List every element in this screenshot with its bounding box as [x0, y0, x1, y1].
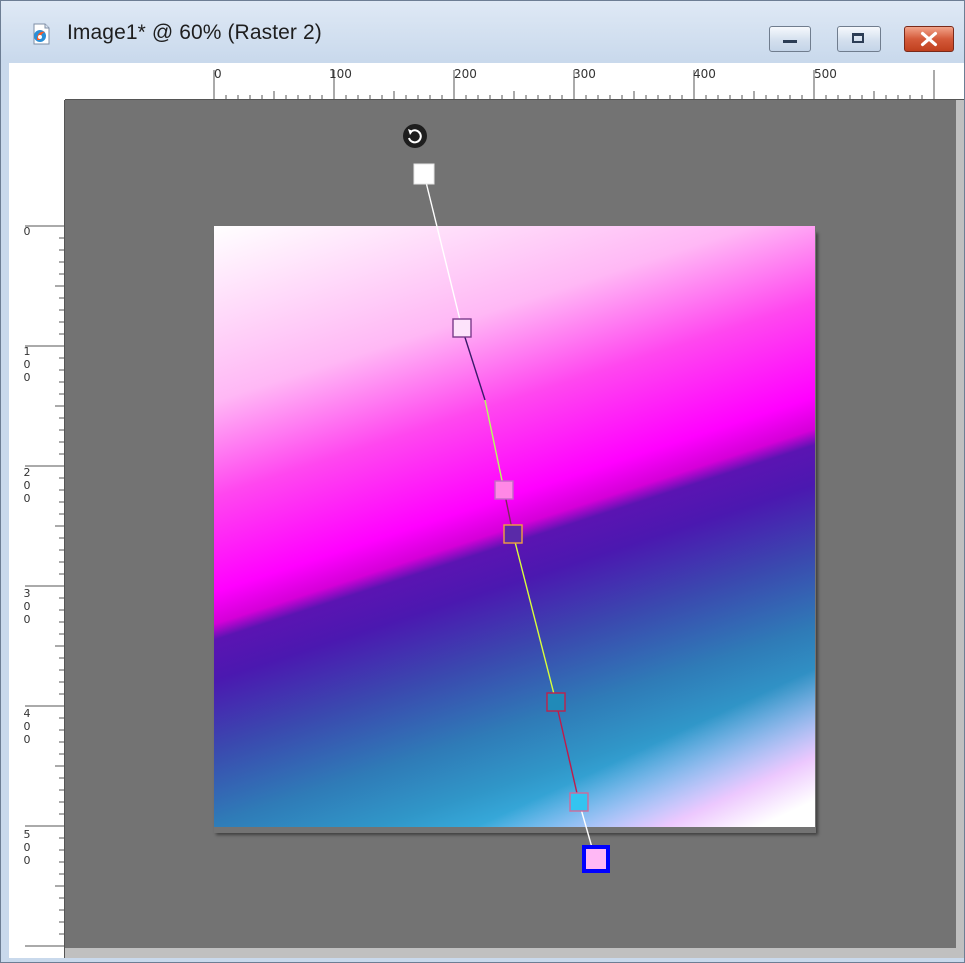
ruler-label: 400 — [693, 67, 716, 81]
ruler-label: 300 — [573, 67, 596, 81]
horizontal-ruler-ticks — [65, 70, 964, 100]
gradient-stop-handle[interactable] — [546, 692, 566, 712]
ruler-label: 100 — [329, 67, 352, 81]
minimize-button[interactable] — [769, 26, 811, 52]
gradient-start-handle[interactable] — [413, 163, 435, 185]
gradient-stop-handle[interactable] — [494, 480, 514, 500]
gradient-stop-handle[interactable] — [569, 792, 589, 812]
close-icon — [920, 31, 938, 47]
vertical-ruler-ticks — [25, 100, 65, 958]
paintshop-pro-icon — [33, 23, 50, 45]
maximize-icon — [852, 33, 864, 43]
horizontal-ruler[interactable]: 0 100 200 300 400 500 — [65, 63, 964, 100]
gradient-direction-line — [423, 173, 596, 859]
ruler-label: 200 — [454, 67, 477, 81]
close-button[interactable] — [904, 26, 954, 52]
maximize-button[interactable] — [837, 26, 881, 52]
title-bar[interactable]: Image1* @ 60% (Raster 2) — [1, 1, 964, 52]
workspace[interactable] — [65, 100, 956, 948]
rotate-handle[interactable] — [403, 124, 427, 148]
gradient-stop-handle[interactable] — [503, 524, 523, 544]
ruler-label: 0 — [214, 67, 222, 81]
ruler-corner — [9, 63, 65, 100]
gradient-stop-handle[interactable] — [452, 318, 472, 338]
minimize-icon — [783, 40, 797, 43]
ruler-label: 500 — [814, 67, 837, 81]
window-title: Image1* @ 60% (Raster 2) — [67, 21, 322, 44]
gradient-editor-overlay — [403, 124, 610, 873]
ruler-label: 0 — [23, 225, 31, 238]
rotate-icon — [408, 129, 422, 144]
gradient-end-handle[interactable] — [582, 845, 610, 873]
